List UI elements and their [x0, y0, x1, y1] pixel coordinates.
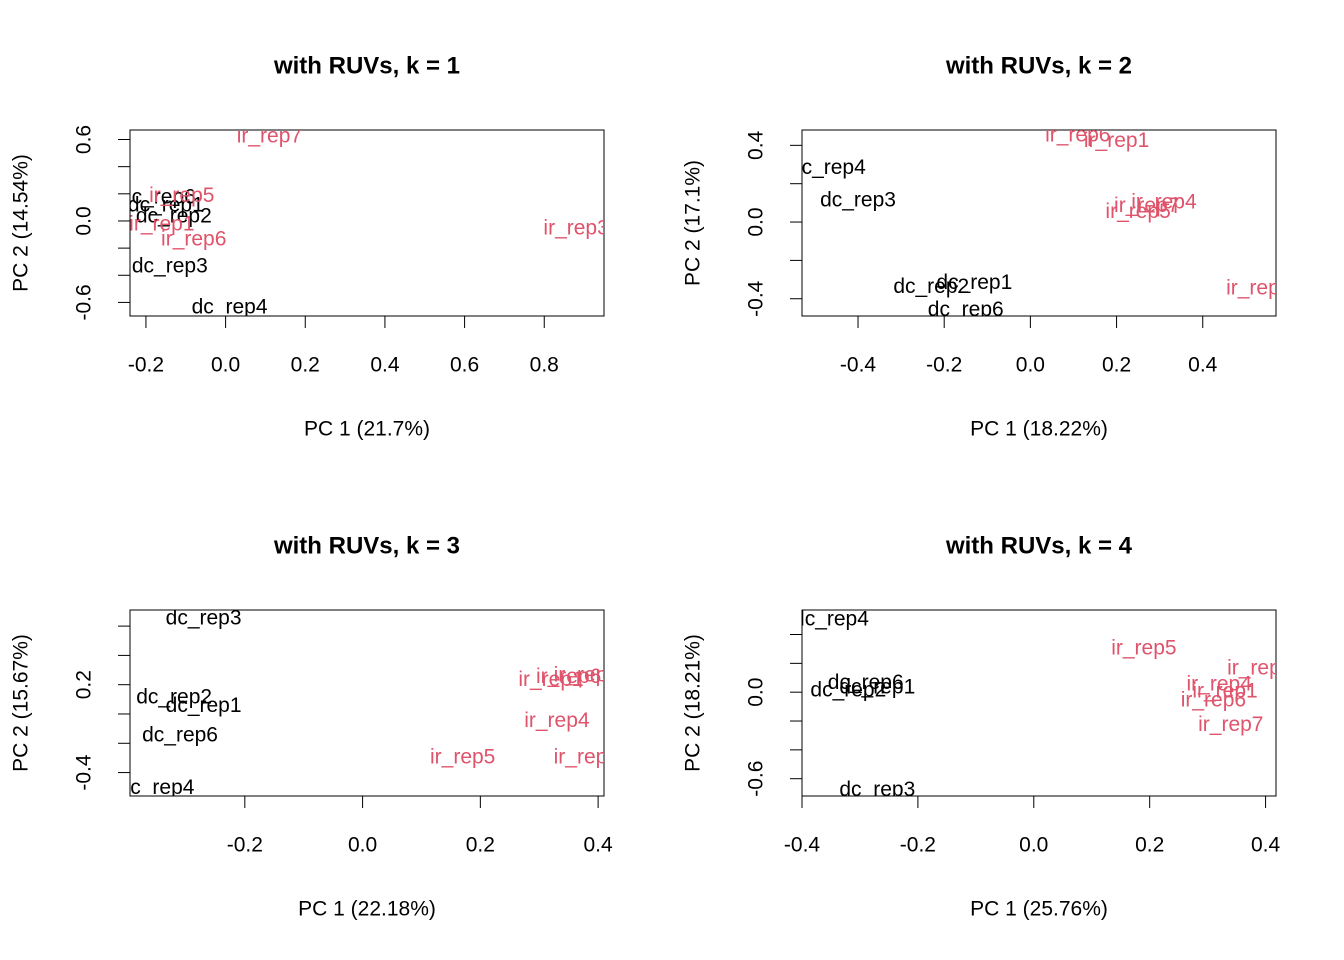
- point-label: ir_rep6: [1181, 688, 1246, 711]
- point-label: dc_rep4: [793, 608, 869, 631]
- point-label: ir_rep4: [1131, 190, 1197, 213]
- y-axis-label: PC 2 (14.54%): [10, 154, 33, 292]
- y-tick-label: -0.4: [745, 280, 768, 317]
- y-tick-label: -0.4: [73, 754, 96, 791]
- plot-frame: [801, 129, 1277, 317]
- point-label: dc_rep4: [790, 156, 866, 179]
- x-tick-label: 0.0: [1019, 834, 1048, 857]
- point-label: dc_rep4: [119, 776, 195, 799]
- point-label: dc_rep2: [136, 685, 212, 708]
- point-label: ir_rep7: [1198, 713, 1263, 736]
- x-tick-label: -0.4: [784, 834, 821, 857]
- x-tick-label: -0.2: [900, 834, 936, 857]
- panel-title: with RUVs, k = 4: [945, 532, 1133, 559]
- point-label: dc_rep1: [128, 194, 204, 217]
- point-label: dc_rep1: [839, 675, 915, 698]
- point-label: ir_rep5: [1111, 636, 1176, 659]
- y-tick-label: 0.4: [745, 130, 768, 160]
- point-label: dc_rep4: [192, 295, 268, 318]
- x-axis-label: PC 1 (22.18%): [298, 898, 436, 921]
- x-tick-label: 0.8: [530, 354, 559, 377]
- point-label: dc_rep2: [893, 275, 969, 298]
- y-tick-label: 0.6: [73, 125, 96, 154]
- y-tick-label: 0.2: [73, 670, 96, 699]
- panel-title: with RUVs, k = 1: [273, 52, 460, 79]
- point-label: ir_rep1: [518, 668, 583, 691]
- x-axis-label: PC 1 (21.7%): [304, 418, 430, 441]
- x-tick-label: 0.2: [1135, 834, 1164, 857]
- panel-title: with RUVs, k = 2: [945, 52, 1132, 79]
- point-label: ir_rep4: [524, 709, 590, 732]
- x-tick-label: 0.4: [370, 354, 400, 377]
- point-label: dc_rep1: [166, 694, 242, 717]
- point-label: ir_rep1: [129, 213, 194, 236]
- x-tick-label: 0.4: [1251, 834, 1281, 857]
- point-label: ir_rep5: [430, 745, 495, 768]
- point-label: dc_rep2: [136, 204, 212, 227]
- point-label: dc_rep3: [132, 255, 208, 278]
- point-label: ir_rep4: [1187, 673, 1253, 696]
- x-axis-label: PC 1 (25.76%): [970, 898, 1108, 921]
- x-tick-label: 0.2: [466, 834, 495, 857]
- y-tick-label: 0.0: [73, 206, 96, 235]
- x-tick-label: -0.2: [926, 354, 962, 377]
- point-label: dc_rep3: [166, 606, 242, 629]
- point-label: ir_rep7: [1114, 194, 1179, 217]
- point-label: ir_rep6: [536, 665, 601, 688]
- point-label: ir_rep3: [1226, 277, 1291, 300]
- panel: with RUVs, k = 2 PC 1 (18.22%) PC 2 (17.1%…: [682, 52, 1291, 441]
- point-label: dc_rep3: [839, 778, 915, 801]
- point-label: dc_rep6: [142, 723, 218, 746]
- point-label: dc_rep1: [936, 271, 1012, 294]
- y-axis-label: PC 2 (17.1%): [682, 160, 705, 286]
- point-label: ir_rep6: [161, 228, 226, 251]
- point-label: dc_rep6: [828, 671, 904, 694]
- point-label: ir_rep1: [1192, 680, 1257, 703]
- x-tick-label: 0.0: [348, 834, 377, 857]
- y-tick-label: 0.0: [745, 207, 768, 236]
- panel: with RUVs, k = 3 PC 1 (22.18%) PC 2 (15.67…: [10, 532, 619, 921]
- panel: with RUVs, k = 4 PC 1 (25.76%) PC 2 (18.21…: [682, 532, 1292, 921]
- y-tick-label: -0.6: [73, 284, 96, 320]
- point-label: ir_rep3: [554, 745, 619, 768]
- point-label: ir_rep7: [554, 663, 619, 686]
- panel: with RUVs, k = 1 PC 1 (21.7%) PC 2 (14.54%…: [10, 52, 608, 441]
- point-label: ir_rep3: [1227, 657, 1292, 680]
- x-tick-label: -0.4: [840, 354, 877, 377]
- x-tick-label: 0.0: [1016, 354, 1045, 377]
- x-tick-label: 0.2: [1102, 354, 1131, 377]
- x-tick-label: 0.2: [291, 354, 320, 377]
- x-tick-label: 0.4: [584, 834, 614, 857]
- point-label: ir_rep3: [543, 217, 608, 240]
- point-label: ir_rep6: [1045, 123, 1110, 146]
- x-axis-label: PC 1 (18.22%): [970, 418, 1108, 441]
- points: dc_rep1dc_rep2dc_rep3dc_rep4dc_rep6ir_re…: [120, 124, 608, 318]
- point-label: dc_rep6: [928, 298, 1004, 321]
- y-axis-label: PC 2 (18.21%): [682, 634, 705, 772]
- panel-title: with RUVs, k = 3: [273, 532, 460, 559]
- y-tick-label: -0.6: [745, 761, 768, 797]
- point-label: dc_rep3: [820, 188, 896, 211]
- point-label: ir_rep5: [1105, 200, 1170, 223]
- point-label: ir_rep5: [149, 184, 214, 207]
- x-tick-label: 0.0: [211, 354, 240, 377]
- point-label: dc_rep6: [120, 185, 196, 208]
- y-axis-label: PC 2 (15.67%): [10, 634, 33, 772]
- point-label: ir_rep7: [237, 124, 302, 147]
- x-tick-label: 0.4: [1188, 354, 1218, 377]
- y-tick-label: 0.0: [745, 678, 768, 707]
- x-tick-label: -0.2: [128, 354, 164, 377]
- x-tick-label: 0.6: [450, 354, 479, 377]
- point-label: ir_rep1: [1084, 129, 1149, 152]
- point-label: dc_rep2: [810, 678, 886, 701]
- x-tick-label: -0.2: [227, 834, 263, 857]
